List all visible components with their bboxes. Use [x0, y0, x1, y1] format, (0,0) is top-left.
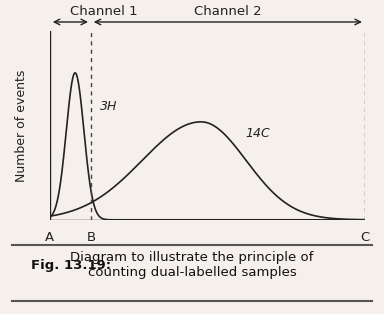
Text: Channel 2: Channel 2 — [194, 5, 262, 18]
Text: Number of events: Number of events — [15, 69, 28, 182]
Text: C: C — [360, 231, 369, 244]
Text: Diagram to illustrate the principle of
counting dual-labelled samples: Diagram to illustrate the principle of c… — [70, 251, 314, 279]
Text: Fig. 13.19:: Fig. 13.19: — [31, 259, 111, 272]
Text: Channel 1: Channel 1 — [70, 5, 138, 18]
Text: B: B — [86, 231, 95, 244]
Text: A: A — [45, 231, 55, 244]
Text: 3H: 3H — [100, 100, 118, 113]
Text: 14C: 14C — [245, 127, 270, 140]
